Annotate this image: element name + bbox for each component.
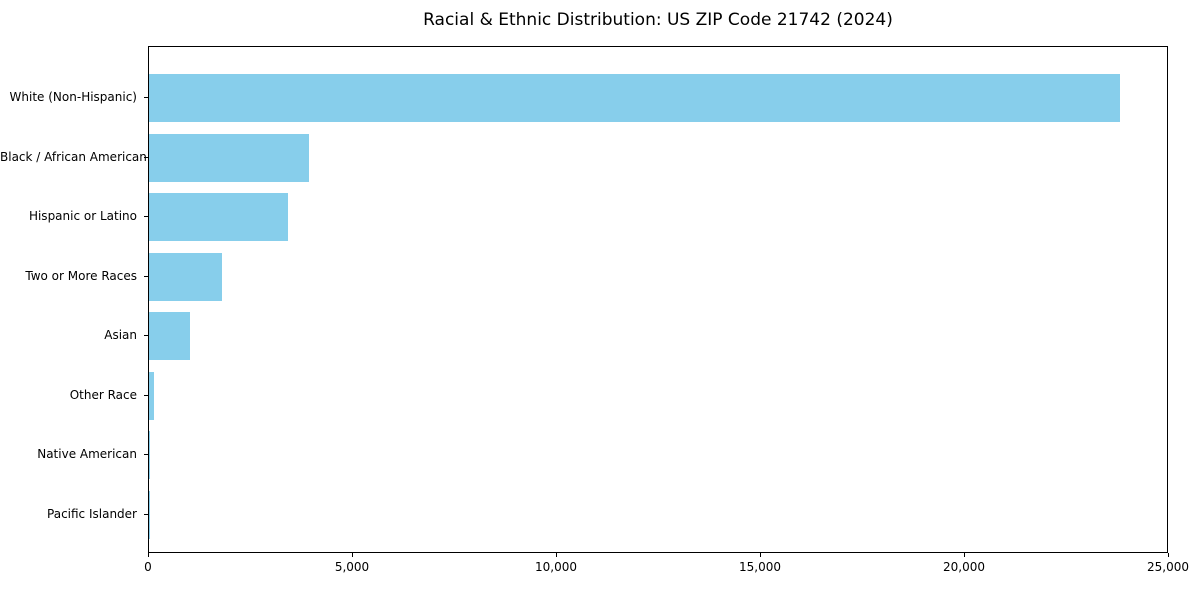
plot-area	[148, 46, 1168, 553]
y-axis-tick	[144, 335, 148, 337]
x-axis-tick	[556, 553, 557, 557]
x-axis-tick-label: 5,000	[334, 560, 370, 574]
y-axis-tick	[144, 156, 148, 158]
y-axis-label: Other Race	[69, 387, 137, 402]
y-axis-label: Native American	[37, 447, 137, 462]
x-axis-tick	[352, 553, 353, 557]
y-axis-label: Black / African American	[0, 149, 147, 164]
bar-asian	[149, 312, 190, 361]
x-axis-tick	[1168, 553, 1169, 557]
y-axis-label: White (Non-Hispanic)	[9, 90, 137, 104]
y-axis-label: Two or More Races	[25, 268, 137, 283]
x-axis-tick	[148, 553, 149, 557]
y-axis-tick	[144, 275, 148, 277]
bar-other-race	[149, 371, 154, 420]
y-axis-tick	[144, 216, 148, 218]
y-axis-tick	[144, 513, 148, 515]
bar-two-or-more-races	[149, 252, 223, 301]
bar-white-non-hispanic	[149, 74, 1121, 122]
y-axis-label: Pacific Islander	[47, 506, 137, 521]
y-axis-tick	[144, 454, 148, 456]
x-axis-tick-label: 0	[144, 560, 152, 574]
y-axis-tick	[144, 97, 148, 98]
x-axis-tick	[760, 553, 761, 557]
bar-native-american	[149, 431, 151, 480]
x-axis-tick-label: 10,000	[535, 560, 577, 574]
chart-title: Racial & Ethnic Distribution: US ZIP Cod…	[423, 10, 893, 30]
bar-black-african-american	[149, 133, 310, 182]
x-axis-tick-label: 20,000	[943, 560, 985, 574]
y-axis-tick	[144, 394, 148, 396]
x-axis-tick-label: 15,000	[739, 560, 781, 574]
y-axis-label: Asian	[104, 328, 137, 343]
x-axis-tick	[964, 553, 965, 557]
x-axis-tick-label: 25,000	[1147, 560, 1189, 574]
bar-hispanic-or-latino	[149, 193, 288, 242]
y-axis-label: Hispanic or Latino	[28, 209, 137, 224]
